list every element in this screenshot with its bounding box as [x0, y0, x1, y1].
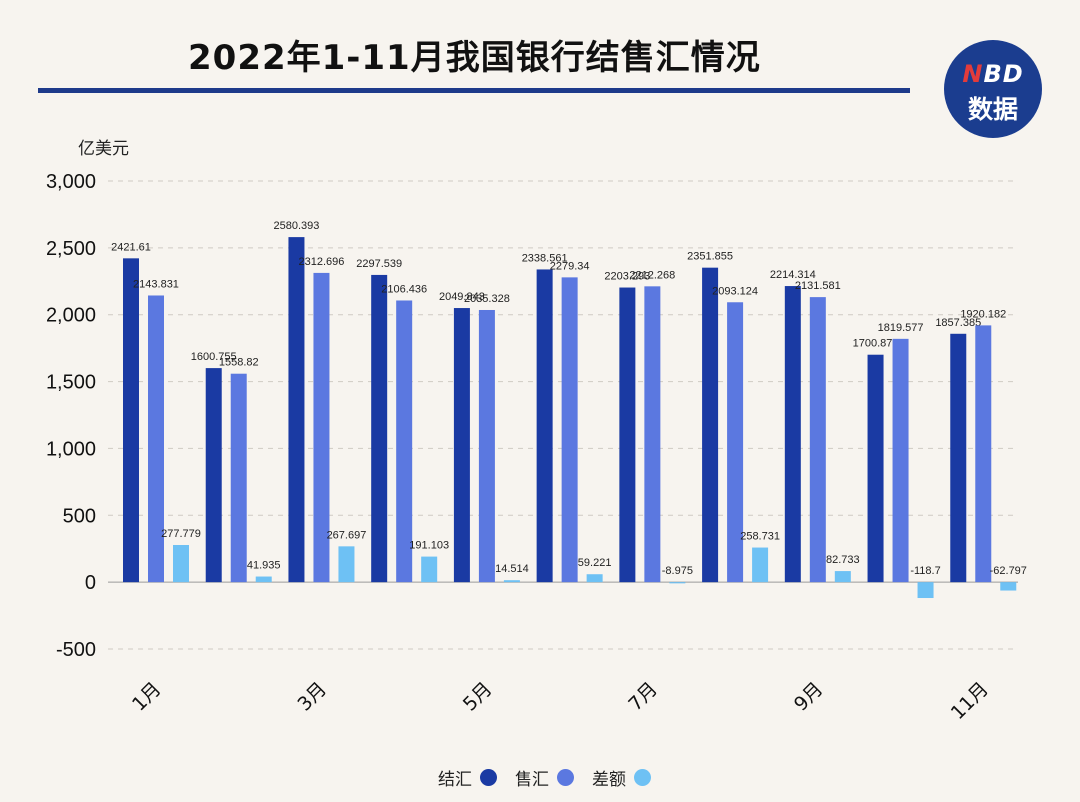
data-label: 2421.61: [111, 241, 151, 253]
bar: [371, 274, 388, 583]
bar: [619, 287, 636, 583]
bar: [950, 333, 967, 583]
bar: [536, 269, 553, 583]
data-label: 2203.293: [604, 271, 650, 283]
y-tick-label: 500: [63, 505, 96, 527]
data-label: 2106.436: [381, 283, 427, 295]
data-label: 1819.577: [878, 322, 924, 334]
data-label: 2035.328: [464, 293, 510, 305]
y-tick-label: 2,000: [46, 305, 96, 327]
legend-item-chae: 差额: [592, 765, 651, 790]
bar: [702, 267, 719, 583]
legend-swatch-chae: [634, 768, 651, 786]
x-tick-label: 9月: [790, 678, 828, 716]
y-tick-label: 0: [85, 572, 96, 594]
bar: [892, 338, 909, 583]
y-tick-label: 2,500: [46, 238, 96, 260]
nbd-logo: NBD 数据: [944, 40, 1042, 138]
data-label: 2297.539: [356, 258, 402, 270]
bar: [727, 302, 744, 583]
logo-text-bottom: 数据: [967, 95, 1018, 124]
legend-label: 售汇: [515, 769, 549, 790]
data-label: 2214.314: [770, 269, 816, 281]
x-tick-label: 5月: [459, 678, 497, 716]
bar: [205, 368, 222, 583]
bar: [1000, 582, 1017, 591]
bar: [173, 544, 189, 583]
bar: [338, 546, 355, 583]
bar: [669, 582, 686, 584]
y-tick-label: 3,000: [46, 171, 96, 193]
bar: [503, 580, 520, 583]
data-label: 267.697: [327, 529, 367, 541]
y-axis-unit-label: 亿美元: [78, 139, 129, 159]
bar: [313, 272, 330, 583]
bar: [867, 354, 884, 583]
data-label: -118.7: [910, 565, 940, 577]
data-label: 2338.561: [522, 252, 568, 264]
bar: [396, 300, 413, 583]
y-tick-label: -500: [56, 639, 96, 661]
data-label: 82.733: [826, 554, 860, 566]
x-tick-label: 3月: [293, 678, 331, 716]
bar: [561, 277, 578, 583]
title-rule: [38, 88, 910, 93]
legend-swatch-shouhui: [557, 768, 574, 786]
bar: [784, 286, 801, 583]
bar: [288, 237, 305, 583]
bar: [421, 556, 438, 583]
data-label: 2312.696: [299, 256, 345, 268]
data-label: 258.731: [740, 531, 780, 543]
x-tick-label: 7月: [624, 678, 662, 716]
x-tick-label: 1月: [128, 678, 166, 716]
data-label: 1700.877: [853, 338, 899, 350]
legend-item-jiehui: 结汇: [438, 765, 497, 790]
y-tick-label: 1,000: [46, 438, 96, 460]
bar: [917, 582, 934, 599]
bar: [834, 571, 851, 583]
bar: [586, 574, 603, 583]
data-label: 1857.385: [935, 317, 981, 329]
bar: [478, 309, 495, 583]
data-label: 2049.843: [439, 291, 485, 303]
data-label: 191.103: [409, 540, 449, 552]
legend: 结汇 售汇 差额: [438, 764, 651, 790]
bar: [809, 297, 826, 583]
bar: [123, 258, 139, 583]
data-label: 2131.581: [795, 280, 841, 292]
bar: [230, 373, 247, 583]
bar: [255, 576, 272, 583]
data-label: 1600.755: [191, 351, 237, 363]
data-label: 2143.831: [133, 278, 179, 290]
bar: [453, 308, 470, 583]
data-label: 277.779: [161, 528, 201, 540]
data-label: -62.797: [990, 565, 1027, 577]
data-label: 41.935: [247, 560, 281, 572]
bar: [644, 286, 661, 583]
data-label: 59.221: [578, 557, 612, 569]
data-label: 14.514: [495, 563, 529, 575]
bar: [148, 295, 164, 583]
data-label: 2093.124: [712, 285, 758, 297]
x-tick-label: 11月: [947, 678, 993, 724]
legend-label: 结汇: [438, 769, 472, 790]
data-label: 1558.82: [219, 357, 259, 369]
legend-label: 差额: [592, 769, 626, 790]
legend-item-shouhui: 售汇: [515, 765, 574, 790]
bar: [752, 547, 769, 583]
logo-text-top: NBD: [962, 60, 1024, 88]
legend-swatch-jiehui: [480, 768, 497, 786]
data-label: 2279.34: [550, 260, 590, 272]
data-label: 2351.855: [687, 251, 733, 263]
bar: [975, 325, 992, 583]
data-label: 1920.182: [960, 308, 1006, 320]
data-label: 2212.268: [629, 269, 675, 281]
y-tick-label: 1,500: [46, 372, 96, 394]
data-label: 2580.393: [274, 220, 320, 232]
data-label: -8.975: [662, 565, 693, 577]
chart-title: 2022年1-11月我国银行结售汇情况: [188, 38, 761, 78]
